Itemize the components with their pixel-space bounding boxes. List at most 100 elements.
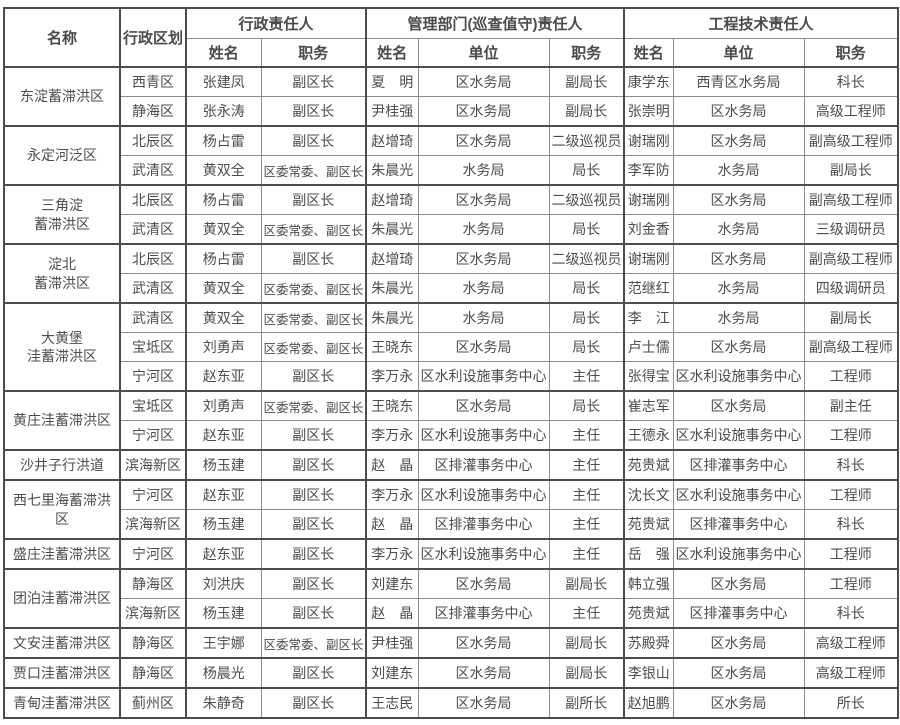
cell-tech-name: 崔志军 <box>623 390 674 421</box>
cell-mgmt-unit: 区水务局 <box>417 627 550 659</box>
cell-tech-title: 副高级工程师 <box>803 332 899 362</box>
cell-admin-name: 赵东亚 <box>185 420 262 451</box>
cell-tech-unit: 区水务局 <box>672 657 805 689</box>
table-row: 西七里海蓄滞洪区 宁河区 赵东亚 副区长 李万永 区水利设施事务中心 主任 沈长文 区水利设施事… <box>3 479 899 540</box>
cell-area-name: 沙井子行洪道 <box>3 449 121 481</box>
cell-mgmt-unit: 水务局 <box>417 214 550 245</box>
table-row: 贾口洼蓄滞洪区 静海区 杨晨光 副区长 刘建东 区水务局 副局长 李银山 区水务局 高级工程师 <box>3 657 899 689</box>
table-row: 武清区 黄双全 区委常委、副区长 朱晨光 水务局 局长 李军防 水务局 副局长 <box>4 155 899 186</box>
cell-mgmt-name: 赵 晶 <box>365 598 419 629</box>
cell-tech-name: 范继红 <box>623 273 674 304</box>
cell-admin-title: 副区长 <box>260 420 368 451</box>
cell-area-name: 贾口洼蓄滞洪区 <box>3 657 121 689</box>
cell-tech-name: 张崇明 <box>623 96 674 127</box>
cell-area-name: 团泊洼蓄滞洪区 <box>3 568 121 629</box>
cell-mgmt-unit: 区水务局 <box>417 184 550 215</box>
table-row: 沙井子行洪道 滨海新区 杨玉建 副区长赵 晶区排灌事务中心 主任 苑贵斌 区排灌事务中心 科长 <box>3 449 899 481</box>
table-row: 静海区 张永涛 副区长 尹桂强 区水务局 副局长 张崇明 区水务局 高级工程师 <box>4 96 899 127</box>
table-row: 盛庄洼蓄滞洪区 宁河区 赵东亚 副区长 李万永 区水利设施事务中心 主任岳 强区水利设施事务… <box>3 538 899 570</box>
header-tech-unit: 单位 <box>672 38 805 68</box>
cell-tech-title: 四级调研员 <box>803 273 899 304</box>
cell-district: 滨海新区 <box>119 509 187 540</box>
cell-mgmt-unit: 区水务局 <box>417 125 550 156</box>
header-admin-title: 职务 <box>260 38 368 68</box>
cell-mgmt-unit: 区排灌事务中心 <box>417 598 550 629</box>
cell-admin-name: 赵东亚 <box>185 538 262 570</box>
header-tech-name: 姓名 <box>623 38 674 68</box>
cell-admin-title: 副区长 <box>260 657 368 689</box>
cell-area-name: 三角淀 蓄滞洪区 <box>3 184 121 245</box>
cell-tech-unit: 区水务局 <box>672 687 805 719</box>
cell-tech-unit: 区排灌事务中心 <box>672 509 805 540</box>
cell-district: 西青区 <box>119 66 187 97</box>
cell-tech-unit: 区水务局 <box>672 184 805 215</box>
cell-tech-unit: 西青区水务局 <box>672 66 805 97</box>
cell-mgmt-unit: 区水利设施事务中心 <box>417 361 550 392</box>
table-row: 团泊洼蓄滞洪区 静海区 刘洪庆 副区长 刘建东 区水务局 副局长 韩立强 区水务局 工程师 <box>3 568 899 629</box>
cell-mgmt-title: 副局长 <box>548 657 626 689</box>
cell-tech-unit: 区水利设施事务中心 <box>672 361 805 392</box>
cell-mgmt-name: 刘建东 <box>365 657 419 689</box>
cell-tech-name: 谢瑞刚 <box>623 243 674 274</box>
cell-district: 宝坻区 <box>119 390 187 421</box>
table-row: 滨海新区 杨玉建 副区长赵 晶区排灌事务中心 主任 苑贵斌 区排灌事务中心 科长 <box>4 509 899 540</box>
cell-mgmt-title: 副局长 <box>548 66 626 97</box>
cell-admin-title: 副区长 <box>260 96 368 127</box>
cell-mgmt-name: 赵增琦 <box>365 243 419 274</box>
table-row: 大黄堡 洼蓄滞洪区 武清区 黄双全 区委常委、副区长 朱晨光 水务局 局长李 江水务局 副局长 <box>3 302 899 392</box>
cell-mgmt-name: 王晓东 <box>365 332 419 362</box>
cell-admin-name: 黄双全 <box>185 214 262 245</box>
cell-district: 北辰区 <box>119 125 187 156</box>
cell-district: 滨海新区 <box>119 598 187 629</box>
cell-admin-name: 张永涛 <box>185 96 262 127</box>
cell-mgmt-unit: 区排灌事务中心 <box>417 449 550 481</box>
cell-tech-unit: 区水利设施事务中心 <box>672 479 805 510</box>
header-group-tech: 工程技术责任人 <box>623 7 899 39</box>
cell-area-name: 盛庄洼蓄滞洪区 <box>3 538 121 570</box>
cell-tech-unit: 区水务局 <box>672 568 805 599</box>
cell-district: 静海区 <box>119 96 187 127</box>
cell-mgmt-name: 赵 晶 <box>365 509 419 540</box>
cell-tech-unit: 区水利设施事务中心 <box>672 420 805 451</box>
cell-district: 静海区 <box>119 627 187 659</box>
cell-admin-name: 杨占雷 <box>185 184 262 215</box>
cell-admin-name: 杨晨光 <box>185 657 262 689</box>
cell-mgmt-title: 局长 <box>548 155 626 186</box>
table-row: 武清区 黄双全 区委常委、副区长 朱晨光 水务局 局长 刘金香 水务局 三级调研员 <box>4 214 899 245</box>
cell-admin-title: 区委常委、副区长 <box>260 302 368 333</box>
cell-area-name: 永定河泛区 <box>3 125 121 186</box>
cell-tech-unit: 水务局 <box>672 273 805 304</box>
header-mgmt-name: 姓名 <box>365 38 419 68</box>
cell-mgmt-unit: 区水务局 <box>417 568 550 599</box>
cell-tech-unit: 区排灌事务中心 <box>672 598 805 629</box>
table-row: 三角淀 蓄滞洪区 北辰区 杨占雷 副区长 赵增琦 区水务局 二级巡视员 谢瑞刚 区水务局 副高级工程… <box>3 184 899 245</box>
cell-district: 武清区 <box>119 155 187 186</box>
cell-mgmt-name: 王志民 <box>365 687 419 719</box>
cell-mgmt-name: 李万永 <box>365 420 419 451</box>
header-tech-title: 职务 <box>803 38 899 68</box>
cell-tech-title: 高级工程师 <box>803 657 899 689</box>
cell-admin-title: 区委常委、副区长 <box>260 332 368 362</box>
header-mgmt-title: 职务 <box>548 38 626 68</box>
cell-tech-unit: 区水务局 <box>672 125 805 156</box>
cell-mgmt-name: 朱晨光 <box>365 214 419 245</box>
cell-mgmt-title: 副局长 <box>548 627 626 659</box>
cell-mgmt-title: 二级巡视员 <box>548 243 626 274</box>
cell-admin-title: 区委常委、副区长 <box>260 627 368 659</box>
cell-admin-title: 副区长 <box>260 538 368 570</box>
cell-district: 北辰区 <box>119 243 187 274</box>
cell-mgmt-name: 夏 明 <box>365 66 419 97</box>
cell-mgmt-title: 副所长 <box>548 687 626 719</box>
cell-area-name: 西七里海蓄滞洪区 <box>3 479 121 540</box>
cell-admin-name: 杨玉建 <box>185 598 262 629</box>
cell-tech-title: 工程师 <box>803 538 899 570</box>
cell-mgmt-unit: 区水务局 <box>417 390 550 421</box>
cell-area-name: 青甸洼蓄滞洪区 <box>3 687 121 719</box>
cell-tech-title: 科长 <box>803 598 899 629</box>
cell-admin-name: 杨占雷 <box>185 125 262 156</box>
cell-tech-name: 谢瑞刚 <box>623 184 674 215</box>
cell-mgmt-title: 主任 <box>548 598 626 629</box>
cell-admin-name: 黄双全 <box>185 302 262 333</box>
table-body: 东淀蓄滞洪区 西青区 张建凤 副区长夏 明区水务局 副局长 康学东 西青区水务局 科长 静海区张… <box>3 66 899 719</box>
cell-tech-name: 苏殿舜 <box>623 627 674 659</box>
